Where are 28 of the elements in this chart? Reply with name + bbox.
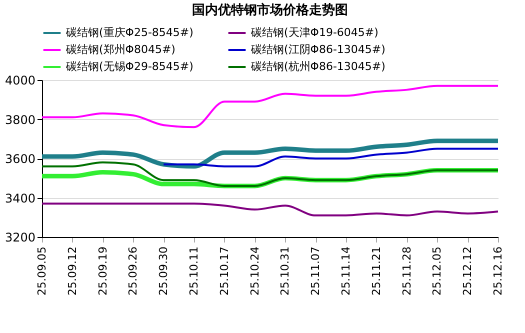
- x-tick-label: 25.11.21: [370, 246, 383, 296]
- legend-label: 碳结钢(天津Φ19-6045#): [250, 26, 378, 39]
- x-tick-label: 25.10.11: [188, 246, 200, 296]
- x-tick-label: 25.10.31: [278, 246, 292, 296]
- y-tick-label: 3600: [4, 152, 36, 166]
- legend-label: 碳结钢(重庆Φ25-8545#): [65, 26, 194, 39]
- x-tick-label: 25.12.12: [461, 246, 474, 296]
- x-tick-label: 25.11.07: [309, 246, 322, 296]
- x-tick-label: 25.09.26: [126, 246, 140, 296]
- x-tick-label: 25.09.12: [66, 246, 79, 296]
- x-tick-label: 25.10.24: [248, 246, 262, 296]
- x-tick-label: 25.09.19: [96, 246, 110, 296]
- x-tick-label: 25.11.28: [400, 246, 414, 296]
- x-tick-label: 25.11.14: [340, 246, 352, 296]
- legend-label: 碳结钢(杭州Φ86-13045#): [250, 60, 386, 73]
- y-tick-label: 3800: [4, 112, 36, 127]
- x-tick-label: 25.12.16: [492, 246, 504, 296]
- y-tick-label: 3400: [4, 191, 36, 206]
- chart-title: 国内优特钢市场价格走势图: [192, 2, 348, 18]
- legend-label: 碳结钢(郑州Φ8045#): [65, 43, 176, 56]
- x-tick-label: 25.09.30: [157, 246, 170, 296]
- y-tick-label: 3200: [4, 230, 36, 244]
- x-tick-label: 25.09.05: [36, 246, 48, 296]
- x-tick-label: 25.10.17: [218, 246, 231, 296]
- y-tick-label: 4000: [4, 74, 36, 88]
- legend-label: 碳结钢(无锡Φ29-8545#): [65, 60, 194, 73]
- legend-label: 碳结钢(江阴Φ86-13045#): [250, 43, 386, 56]
- x-tick-label: 25.12.05: [430, 246, 444, 296]
